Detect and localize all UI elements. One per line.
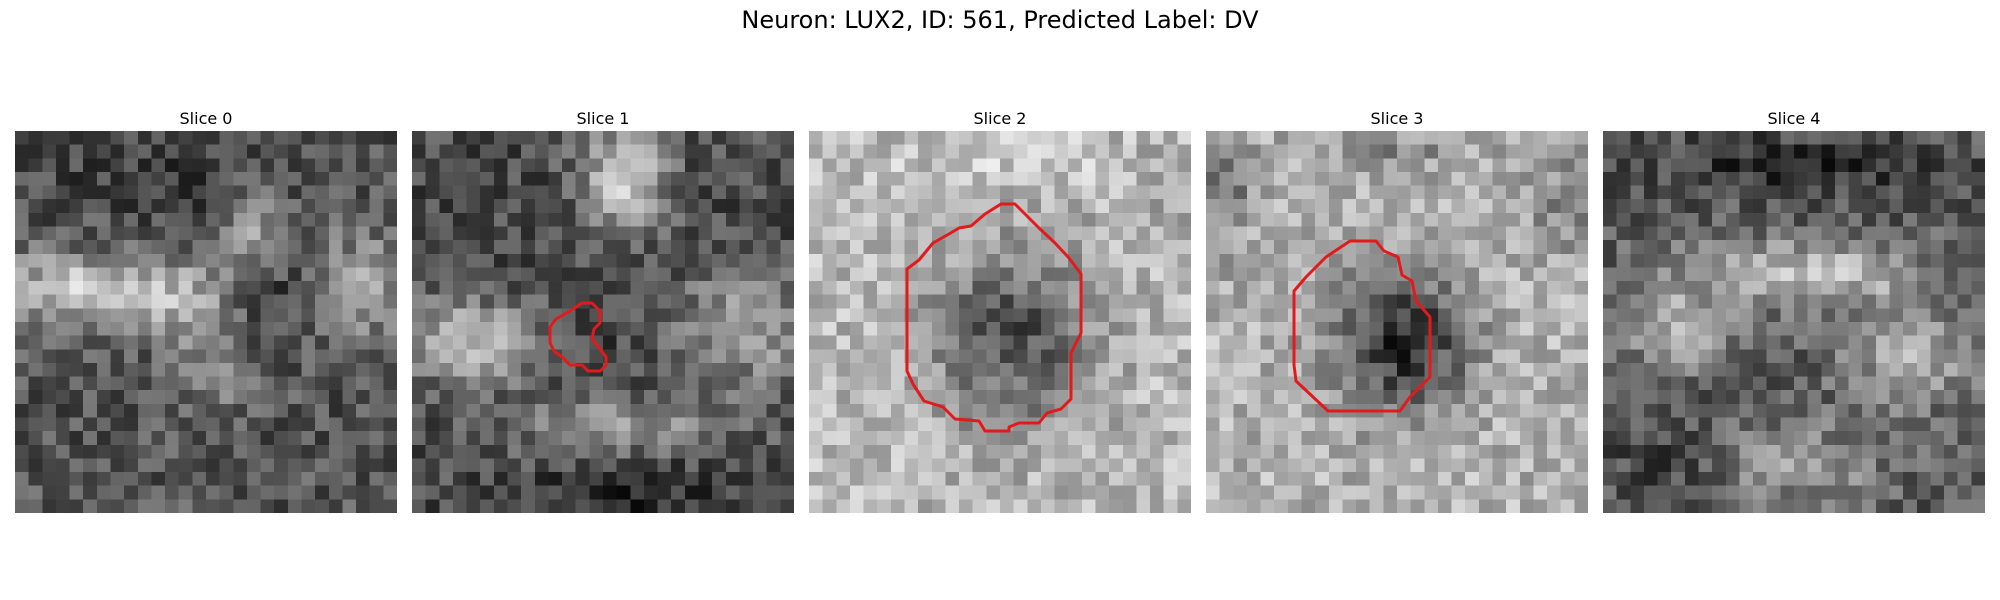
- slice-panel-1: Slice 1: [412, 107, 794, 513]
- grayscale-slice-image: [412, 131, 794, 513]
- slice-image: [412, 131, 794, 513]
- grayscale-slice-image: [809, 131, 1191, 513]
- slice-title: Slice 1: [576, 109, 630, 128]
- figure-title: Neuron: LUX2, ID: 561, Predicted Label: …: [741, 6, 1259, 34]
- slice-image: [1603, 131, 1985, 513]
- neuron-contour: [905, 202, 1083, 433]
- slice-title: Slice 3: [1370, 109, 1424, 128]
- grayscale-slice-image: [1603, 131, 1985, 513]
- slice-title: Slice 0: [179, 109, 233, 128]
- slice-title: Slice 2: [973, 109, 1027, 128]
- slice-image: [809, 131, 1191, 513]
- slice-panel-2: Slice 2: [809, 107, 1191, 513]
- slice-image: [15, 131, 397, 513]
- contour-overlay: [1292, 239, 1432, 413]
- grayscale-slice-image: [15, 131, 397, 513]
- grayscale-slice-image: [1206, 131, 1588, 513]
- neuron-contour: [548, 301, 608, 373]
- slice-panel-3: Slice 3: [1206, 107, 1588, 513]
- slice-title: Slice 4: [1767, 109, 1821, 128]
- contour-overlay: [905, 202, 1083, 433]
- neuron-contour: [1292, 239, 1432, 413]
- slice-image: [1206, 131, 1588, 513]
- contour-overlay: [548, 301, 608, 373]
- slice-panel-4: Slice 4: [1603, 107, 1985, 513]
- slice-panel-0: Slice 0: [15, 107, 397, 513]
